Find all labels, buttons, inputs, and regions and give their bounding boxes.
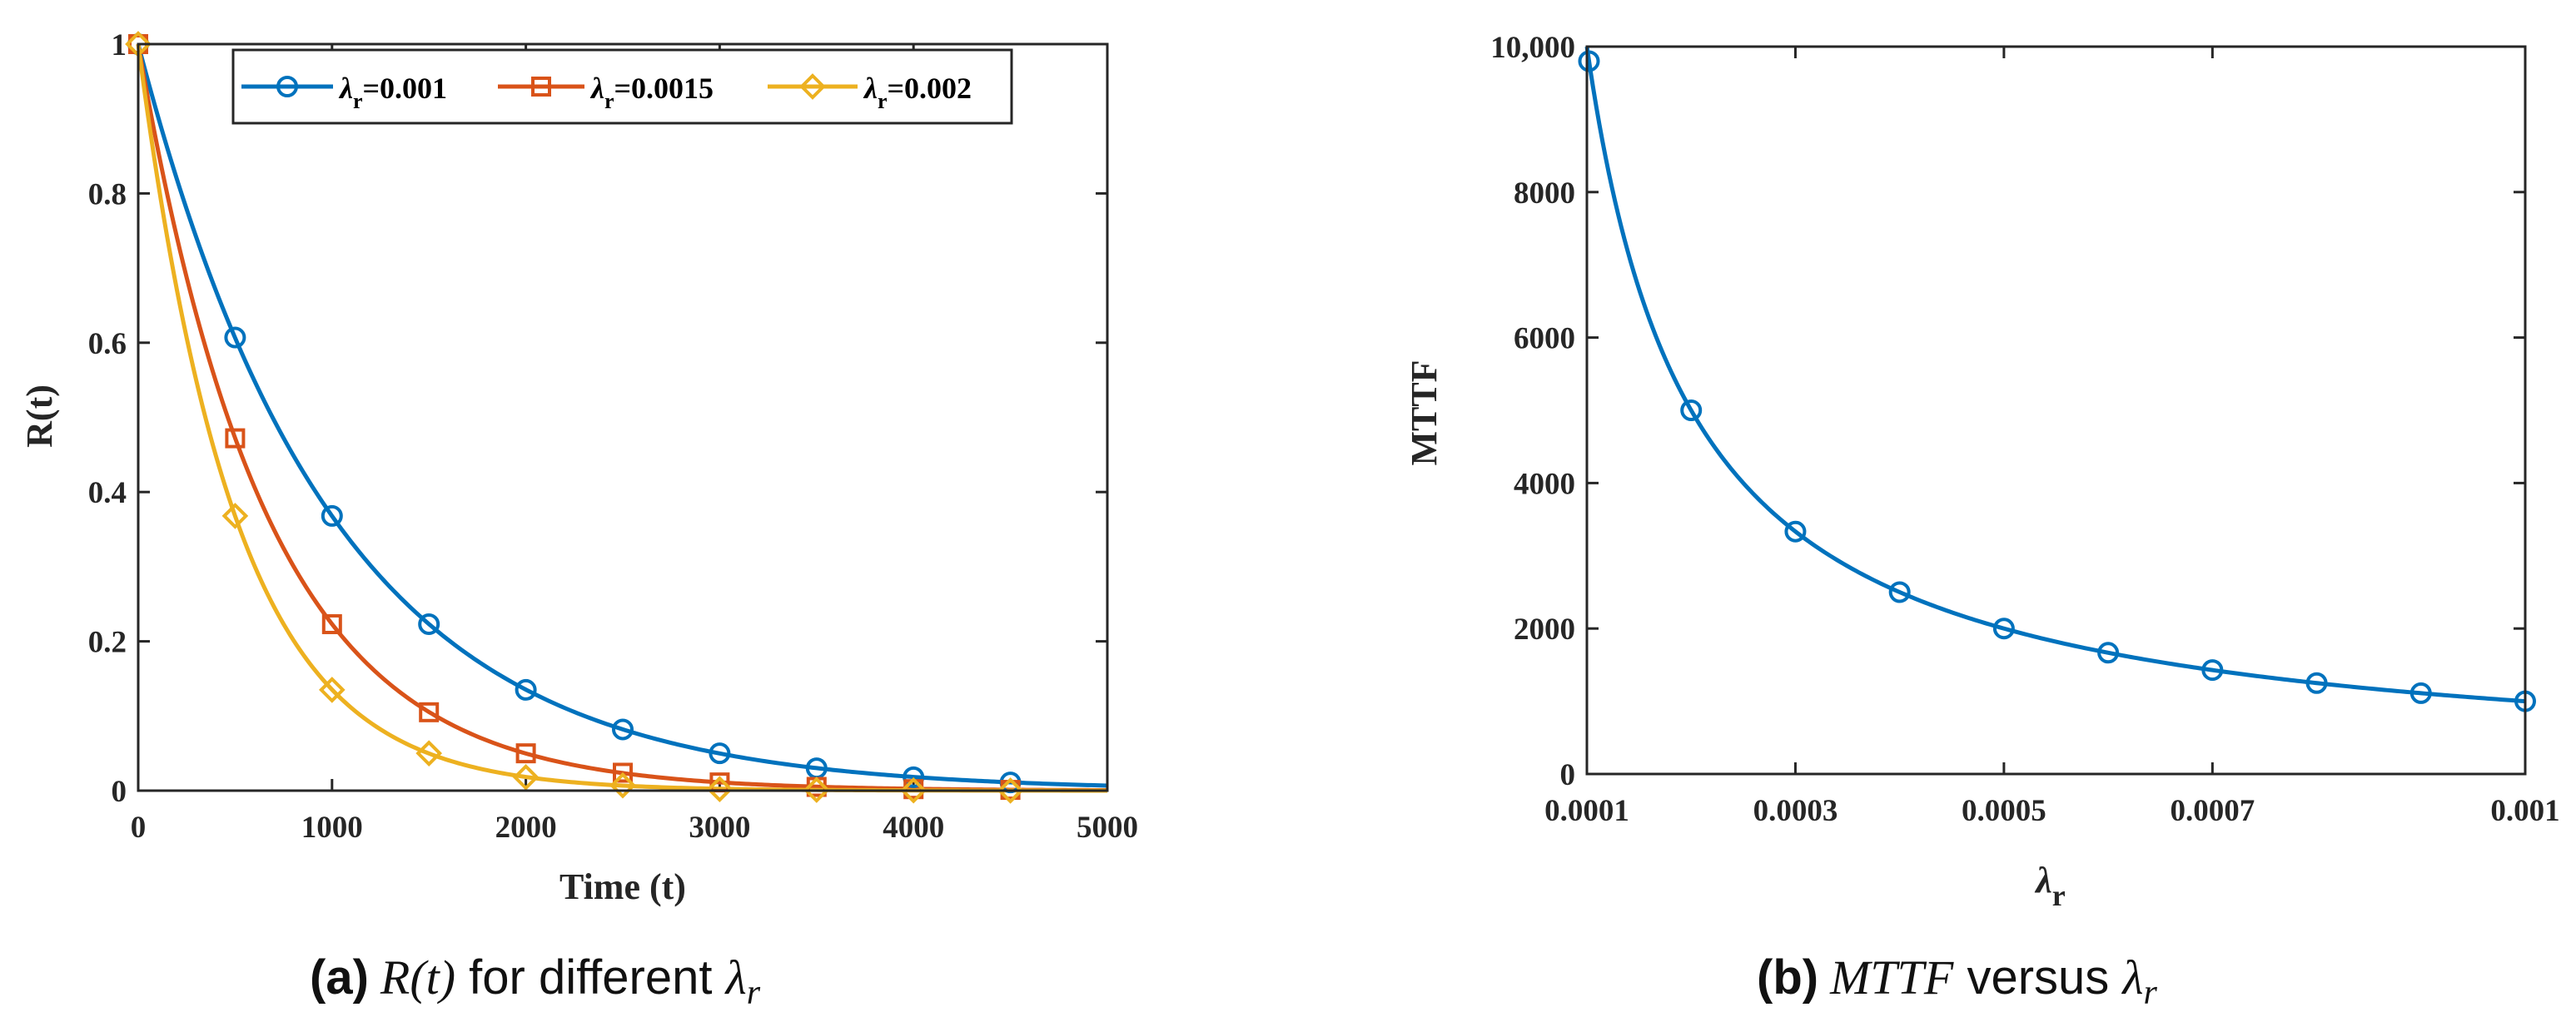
x-tick-label: 3000 — [689, 811, 750, 845]
x-tick-label: 0.001 — [2490, 794, 2559, 828]
y-tick-label: 2000 — [1514, 613, 1575, 647]
legend-box — [231, 48, 1013, 125]
legend-marker-diamond — [799, 73, 826, 100]
y-tick-label: 6000 — [1514, 322, 1575, 356]
caption-b: (b) MTTF versus λr — [1757, 950, 2158, 1012]
legend-entry-lambda-0.002: λr=0.002 — [768, 72, 972, 113]
data-point-circle — [1784, 520, 1807, 543]
data-point-diamond — [512, 764, 540, 791]
data-point-square — [515, 743, 536, 764]
data-point-diamond — [415, 740, 443, 767]
x-tick-label: 0 — [131, 811, 147, 845]
x-tick-label: 2000 — [495, 811, 557, 845]
data-point-circle — [2097, 642, 2120, 664]
legend-marker-circle — [276, 76, 298, 97]
panel-b-chart: 0.0001 0.0003 0.0005 0.0007 0.001 0 2000 4000 60… — [1404, 31, 2560, 912]
x-tick-label: 4000 — [883, 811, 944, 845]
data-point-circle — [1680, 399, 1703, 421]
data-point-circle — [903, 766, 925, 788]
data-point-diamond — [609, 771, 636, 799]
data-point-diamond — [803, 776, 830, 803]
y-tick-label: 8000 — [1514, 176, 1575, 211]
panel-b-x-axis-label: λr — [2034, 860, 2066, 912]
panel-a-tick-labels: 0 1000 2000 3000 4000 5000 0 0.2 0.4 0.6 0.8 1 — [88, 28, 1138, 845]
x-tick-label: 0.0007 — [2170, 794, 2255, 828]
panel-a-markers — [125, 31, 1024, 804]
panel-a-y-axis-label: R(t) — [19, 385, 60, 448]
x-tick-label: 0.0005 — [1962, 794, 2046, 828]
panel-a-chart: 0 1000 2000 3000 4000 5000 0 0.2 0.4 0.6 0.8 1 Time… — [19, 28, 1138, 907]
data-point-circle — [2409, 682, 2432, 704]
data-point-circle — [612, 718, 634, 741]
legend-label-orange: λr=0.0015 — [589, 72, 714, 113]
data-point-diamond — [706, 776, 734, 803]
legend-label-blue: λr=0.001 — [338, 72, 447, 113]
data-point-circle — [321, 504, 343, 527]
series-line-2 — [136, 43, 1107, 793]
y-tick-label: 0 — [1560, 758, 1576, 792]
data-point-circle — [1992, 618, 2015, 640]
data-point-square — [321, 613, 342, 634]
panel-b-axes-frame — [1585, 45, 2527, 776]
data-point-circle — [418, 613, 440, 635]
panel-a-x-axis-label: Time (t) — [559, 866, 686, 907]
panel-a-curves — [136, 43, 1108, 793]
x-tick-label: 1000 — [301, 811, 363, 845]
y-tick-label: 0.6 — [88, 327, 127, 361]
data-point-circle — [1888, 581, 1911, 603]
x-tick-label: 0.0001 — [1544, 794, 1629, 828]
data-point-circle — [224, 326, 246, 349]
series-line-0 — [136, 43, 1108, 788]
y-tick-label: 0.4 — [88, 476, 127, 510]
data-point-circle — [709, 742, 731, 765]
y-tick-label: 10,000 — [1490, 31, 1575, 65]
panel-b-curves — [1584, 46, 2526, 704]
data-point-diamond — [997, 777, 1024, 804]
panel-a-axes-frame — [137, 42, 1109, 792]
legend-label-yellow: λr=0.002 — [863, 72, 972, 113]
data-point-circle — [2201, 659, 2224, 682]
y-tick-label: 1 — [112, 28, 127, 62]
y-tick-label: 0 — [112, 775, 127, 809]
panel-b-ticks — [1585, 45, 2527, 776]
data-point-circle — [515, 678, 537, 701]
data-point-square — [613, 762, 633, 783]
panel-b-markers — [1578, 50, 2536, 712]
legend-entry-lambda-0.001: λr=0.001 — [241, 72, 447, 113]
data-point-circle — [1578, 50, 1600, 72]
data-point-circle — [2305, 672, 2328, 694]
legend-marker-square — [531, 77, 551, 97]
y-tick-label: 0.2 — [88, 626, 127, 660]
data-point-square — [225, 428, 246, 449]
panel-a-legend: λr=0.001 λr=0.0015 λr=0.002 — [231, 48, 1013, 125]
y-tick-label: 4000 — [1514, 467, 1575, 501]
data-point-diamond — [900, 776, 927, 804]
panel-a-ticks — [137, 42, 1109, 792]
caption-a: (a) R(t) for different λr — [310, 950, 761, 1012]
series-line-1 — [136, 43, 1108, 792]
panel-b-y-axis-label: MTTF — [1404, 360, 1445, 465]
y-tick-label: 0.8 — [88, 177, 127, 211]
data-point-diamond — [318, 677, 346, 703]
data-point-diamond — [221, 503, 249, 529]
series-line-0 — [1584, 46, 2526, 704]
x-tick-label: 5000 — [1077, 811, 1138, 845]
panel-b-tick-labels: 0.0001 0.0003 0.0005 0.0007 0.001 0 2000 4000 60… — [1490, 31, 2559, 828]
legend-entry-lambda-0.0015: λr=0.0015 — [498, 72, 714, 113]
data-point-square — [419, 702, 440, 722]
x-tick-label: 0.0003 — [1753, 794, 1838, 828]
